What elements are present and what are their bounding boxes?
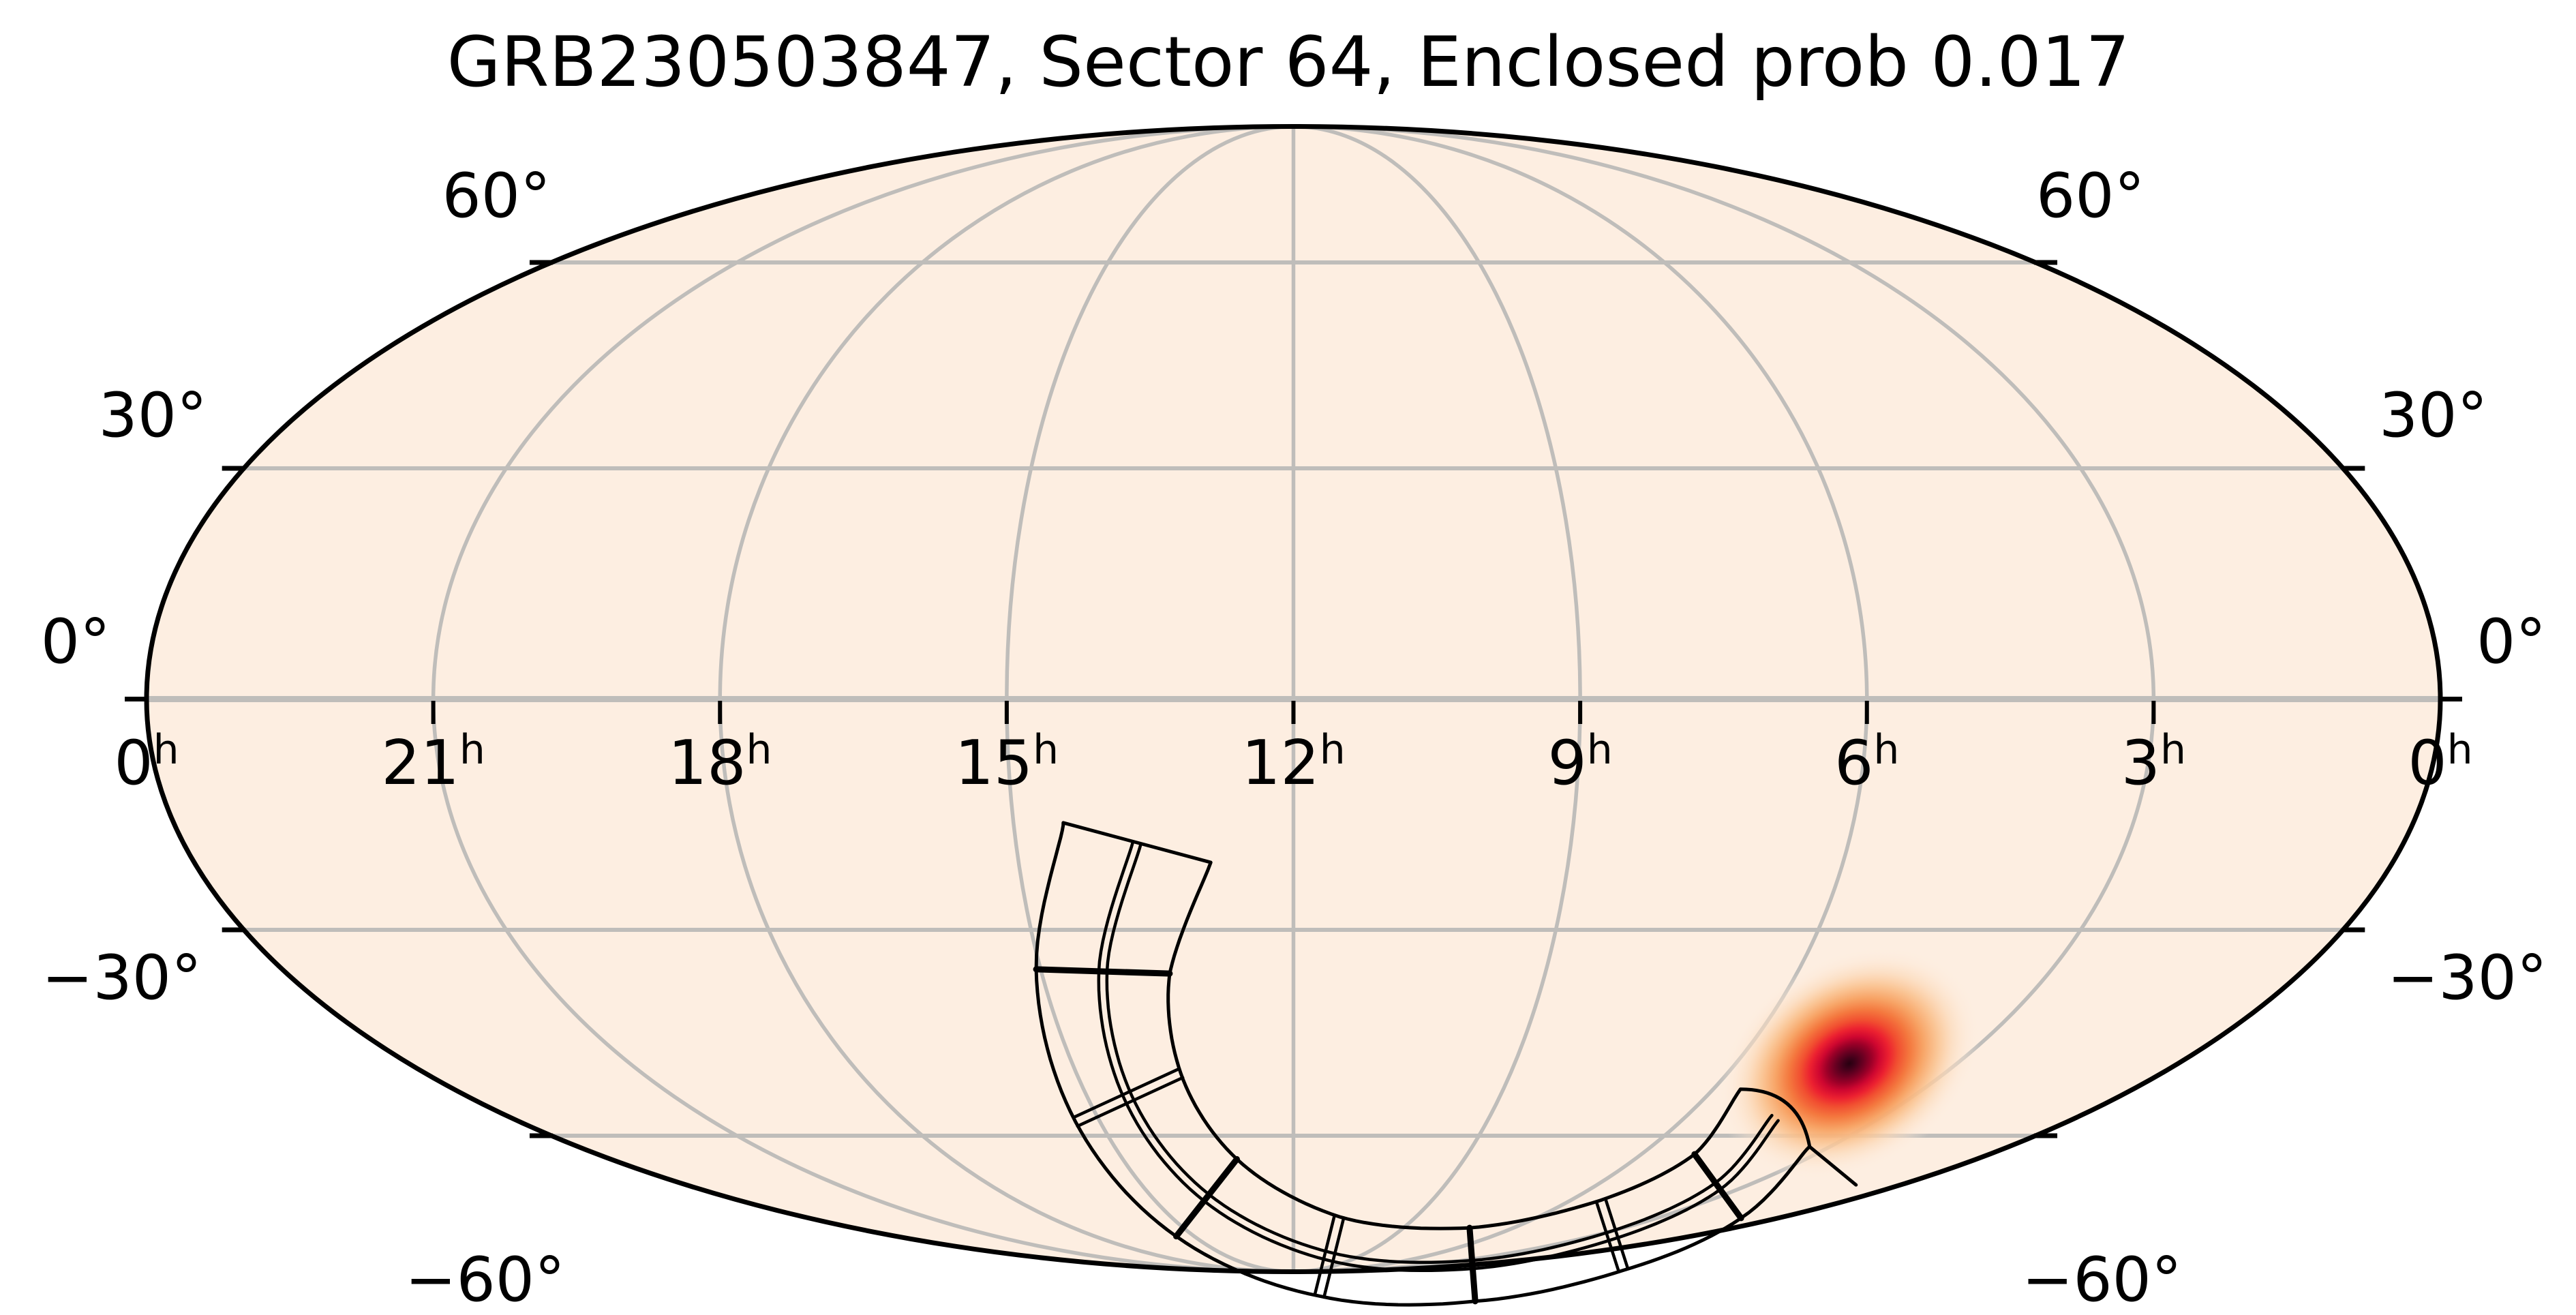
dec-tick-label: −60° [405, 1244, 565, 1315]
ra-tick-superscript: h [459, 726, 485, 774]
footprint-end-segment [1808, 1145, 1858, 1187]
probability-heatmap [1718, 946, 1981, 1181]
dec-tick-label: 0° [2476, 606, 2546, 678]
dec-tick-label: 0° [41, 606, 110, 678]
ra-tick-label: 3h [2121, 726, 2186, 799]
plot-title: GRB230503847, Sector 64, Enclosed prob 0… [447, 22, 2130, 103]
footprint-ccd-column-gap [1105, 842, 1774, 1265]
axis-ticks [125, 260, 2462, 1138]
dec-tick-label: 60° [2036, 160, 2145, 232]
ra-tick-label: 0h [2408, 726, 2472, 799]
footprint-ccd-boundary [1173, 1155, 1240, 1240]
ra-tick-label: 18h [668, 726, 772, 799]
ra-tick-superscript: h [153, 726, 179, 774]
dec-tick-label: 60° [442, 160, 551, 232]
ra-tick-superscript: h [1033, 726, 1059, 774]
footprint-ccd-boundary [1033, 966, 1173, 977]
ra-tick-superscript: h [1320, 726, 1346, 774]
footprint-camera-gap [1322, 1216, 1346, 1299]
meridian-gridline [431, 124, 1294, 1274]
ra-tick-superscript: h [746, 726, 772, 774]
tess-footprint-outline [1033, 821, 1858, 1307]
ra-tick-superscript: h [2160, 726, 2186, 774]
dec-tick-label: 30° [98, 380, 207, 451]
footprint-camera-gap [1603, 1197, 1630, 1271]
meridian-gridline [1293, 124, 1582, 1274]
dec-tick-label: −30° [42, 942, 202, 1014]
footprint-camera-gap [1313, 1213, 1336, 1297]
ra-tick-superscript: h [1873, 726, 1899, 774]
footprint-camera-gap [1072, 1067, 1181, 1119]
ra-tick-superscript: h [2447, 726, 2473, 774]
dec-tick-label: −60° [2022, 1244, 2182, 1315]
meridian-gridline [1293, 124, 2156, 1274]
dec-tick-label: 30° [2379, 380, 2488, 451]
meridian-gridline [718, 124, 1294, 1274]
dec-tick-label: −30° [2387, 942, 2547, 1014]
meridian-gridline [1293, 124, 1869, 1274]
footprint-camera-gap [1076, 1076, 1185, 1128]
meridian-gridline [1005, 124, 1294, 1274]
footprint-camera-gap [1594, 1200, 1621, 1273]
footprint-band-border [1034, 821, 1812, 1307]
ra-tick-superscript: h [1587, 726, 1613, 774]
footprint-ccd-column-gap [1097, 840, 1780, 1273]
grb-probability-blob [1718, 946, 1981, 1181]
footprint-ccd-boundary [1691, 1151, 1744, 1222]
graticule-grid [147, 124, 2440, 1274]
